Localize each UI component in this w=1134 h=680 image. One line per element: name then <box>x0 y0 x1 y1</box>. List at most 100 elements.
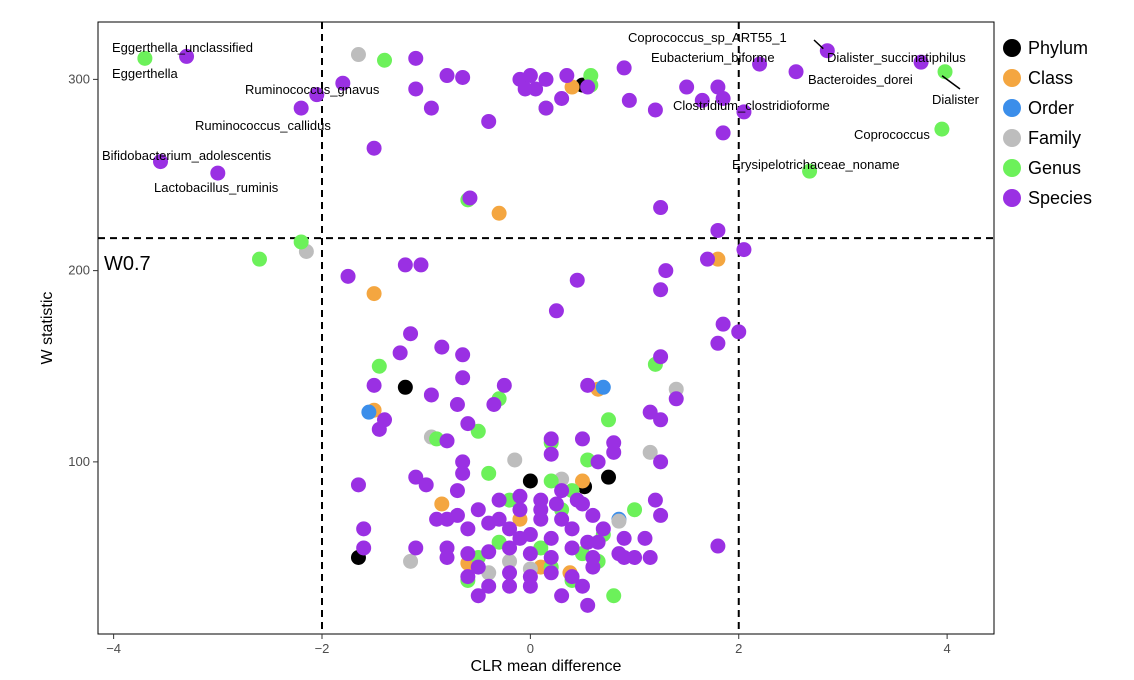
point-class <box>491 205 507 221</box>
point-species <box>606 444 622 460</box>
annotation-label: Coprococcus_sp_ART55_1 <box>628 30 787 45</box>
legend-label-family: Family <box>1028 128 1081 148</box>
point-species <box>462 190 478 206</box>
point-species <box>543 431 559 447</box>
point-species <box>153 154 169 170</box>
point-species <box>543 530 559 546</box>
point-species <box>595 521 611 537</box>
legend-swatch-genus <box>1003 159 1021 177</box>
point-species <box>642 550 658 565</box>
point-class <box>434 496 450 512</box>
point-genus <box>543 473 559 489</box>
point-species <box>491 511 507 527</box>
point-species <box>293 100 309 116</box>
legend: Phylum Class Order Family Genus Species <box>1003 38 1092 208</box>
point-species <box>580 534 596 550</box>
point-species <box>653 507 669 523</box>
point-species <box>580 377 596 393</box>
point-phylum <box>522 473 538 489</box>
point-species <box>522 546 538 562</box>
point-family <box>642 444 658 460</box>
point-species <box>564 521 580 537</box>
point-species <box>309 87 325 103</box>
point-genus <box>802 163 818 179</box>
point-species <box>653 412 669 428</box>
point-species <box>543 550 559 565</box>
point-species <box>580 597 596 613</box>
point-species <box>616 530 632 546</box>
point-species <box>554 588 570 604</box>
annotation-label: Bacteroides_dorei <box>808 72 913 87</box>
point-species <box>538 100 554 116</box>
annotation-label: Coprococcus <box>854 127 930 142</box>
point-species <box>356 521 372 537</box>
point-species <box>408 81 424 97</box>
point-class <box>574 473 590 489</box>
point-species <box>470 559 486 575</box>
point-species <box>647 102 663 118</box>
point-species <box>679 79 695 95</box>
point-class <box>564 79 580 95</box>
point-species <box>699 251 715 267</box>
annotation-label: Clostridium_clostridioforme <box>673 98 830 113</box>
point-species <box>715 316 731 332</box>
point-order <box>361 404 377 420</box>
point-species <box>502 565 518 581</box>
point-species <box>502 540 518 556</box>
point-species <box>590 534 606 550</box>
point-species <box>585 559 601 575</box>
annotation-label: Eubacterium_biforme <box>651 50 775 65</box>
point-species <box>554 511 570 527</box>
point-species <box>392 345 408 361</box>
point-species <box>736 242 752 258</box>
annotation-label: Eggerthella <box>112 66 179 81</box>
point-species <box>616 60 632 76</box>
point-species <box>736 104 752 120</box>
annotation-label: Dialister <box>932 92 980 107</box>
point-species <box>564 569 580 585</box>
annotation-label: Bifidobacterium_adolescentis <box>102 148 272 163</box>
point-species <box>653 200 669 216</box>
point-order <box>595 379 611 395</box>
point-genus <box>481 465 497 481</box>
point-family <box>350 47 366 63</box>
point-species <box>512 488 528 504</box>
point-species <box>335 75 351 91</box>
point-species <box>481 113 497 129</box>
point-species <box>423 100 439 116</box>
point-genus <box>377 52 393 68</box>
point-species <box>455 370 471 386</box>
point-genus <box>601 412 617 428</box>
point-species <box>486 397 502 412</box>
leader-line <box>941 75 961 90</box>
point-species <box>580 79 596 95</box>
point-species <box>554 483 570 499</box>
point-species <box>653 454 669 470</box>
point-species <box>710 538 726 554</box>
point-species <box>533 502 549 518</box>
point-species <box>668 391 684 407</box>
point-species <box>710 79 726 95</box>
point-species <box>621 92 637 108</box>
point-species <box>574 431 590 447</box>
data-points <box>137 43 953 613</box>
point-species <box>366 377 382 393</box>
point-species <box>429 511 445 527</box>
point-species <box>460 569 476 585</box>
annotation-label: Dialister_succinatiphilus <box>827 50 966 65</box>
point-species <box>715 125 731 141</box>
point-genus <box>937 64 953 80</box>
x-tick-label: 2 <box>735 641 742 656</box>
point-genus <box>371 358 387 374</box>
point-species <box>408 50 424 66</box>
legend-label-species: Species <box>1028 188 1092 208</box>
x-tick-label: 0 <box>527 641 534 656</box>
y-axis-title: W statistic <box>39 292 56 365</box>
point-species <box>449 483 465 499</box>
point-genus <box>627 502 643 518</box>
y-tick-label: 100 <box>68 454 90 469</box>
point-species <box>179 48 195 64</box>
point-species <box>543 565 559 581</box>
point-species <box>408 469 424 485</box>
point-species <box>439 550 455 565</box>
